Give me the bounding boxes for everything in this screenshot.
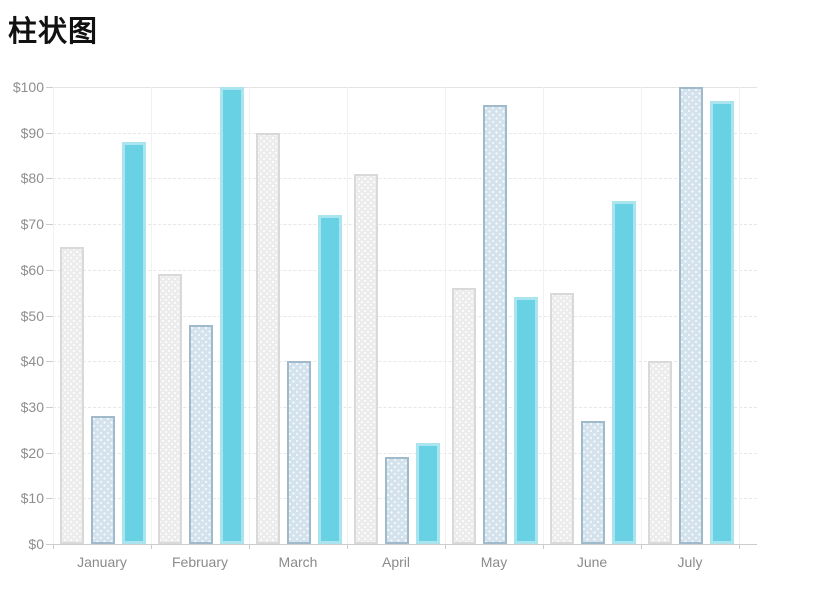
bar-june-series-3[interactable] <box>611 201 636 544</box>
y-tick-mark <box>46 224 53 226</box>
x-tick-mark <box>739 544 740 549</box>
x-axis-label-may: May <box>480 554 508 570</box>
x-tick-mark <box>151 544 152 549</box>
y-tick-label: $50 <box>20 307 44 324</box>
bar-january-series-3[interactable] <box>121 141 146 544</box>
y-gridline <box>53 269 757 271</box>
y-gridline <box>53 132 757 134</box>
bar-june-series-2[interactable] <box>580 420 605 544</box>
y-tick-label: $80 <box>20 170 44 187</box>
y-tick-mark <box>46 178 53 180</box>
bar-may-series-3[interactable] <box>513 297 538 544</box>
y-tick-mark <box>46 315 53 317</box>
y-tick-label: $0 <box>28 536 44 552</box>
bar-june-series-1[interactable] <box>549 292 574 544</box>
y-tick-mark <box>46 498 53 500</box>
y-tick-mark <box>46 544 53 545</box>
bar-january-series-1[interactable] <box>59 246 84 544</box>
x-axis-label-july: July <box>677 554 703 570</box>
y-tick-label: $100 <box>12 79 44 95</box>
bar-april-series-2[interactable] <box>384 457 409 544</box>
x-tick-mark <box>641 544 642 549</box>
y-tick-label: $70 <box>20 216 44 233</box>
y-gridline <box>53 452 757 454</box>
y-gridline <box>53 224 757 226</box>
bar-march-series-3[interactable] <box>317 214 342 544</box>
y-gridline <box>53 406 757 408</box>
bar-march-series-1[interactable] <box>255 132 280 544</box>
x-tick-mark <box>347 544 348 549</box>
bar-march-series-2[interactable] <box>286 361 311 544</box>
bar-february-series-3[interactable] <box>219 87 244 544</box>
bar-july-series-3[interactable] <box>709 100 734 544</box>
x-axis-label-february: February <box>171 554 229 570</box>
x-tick-mark <box>445 544 446 549</box>
y-tick-label: $40 <box>20 353 44 370</box>
chart-title: 柱状图 <box>8 14 99 48</box>
bar-july-series-1[interactable] <box>647 361 672 544</box>
y-tick-mark <box>46 132 53 134</box>
x-axis-label-june: June <box>576 554 608 570</box>
x-tick-mark <box>249 544 250 549</box>
bar-july-series-2[interactable] <box>678 87 703 544</box>
y-tick-mark <box>46 269 53 271</box>
x-gridline <box>151 87 152 544</box>
bar-may-series-1[interactable] <box>451 288 476 544</box>
x-gridline <box>543 87 544 544</box>
y-gridline <box>53 361 757 363</box>
x-gridline <box>347 87 348 544</box>
y-tick-mark <box>46 452 53 454</box>
y-tick-label: $10 <box>20 490 44 507</box>
y-tick-label: $60 <box>20 261 44 278</box>
y-gridline <box>53 87 757 88</box>
x-gridline <box>641 87 642 544</box>
x-axis-label-january: January <box>77 554 127 570</box>
bar-may-series-2[interactable] <box>482 105 507 544</box>
y-tick-mark <box>46 361 53 363</box>
x-axis-label-april: April <box>381 554 410 570</box>
y-gridline <box>53 178 757 180</box>
plot-area <box>53 87 757 545</box>
x-gridline <box>445 87 446 544</box>
x-tick-mark <box>53 544 54 549</box>
x-gridline <box>53 87 54 544</box>
x-axis-label-march: March <box>278 554 318 570</box>
bar-april-series-3[interactable] <box>415 443 440 544</box>
bar-february-series-1[interactable] <box>157 274 182 544</box>
y-tick-mark <box>46 406 53 408</box>
y-tick-label: $30 <box>20 398 44 415</box>
y-tick-label: $20 <box>20 444 44 461</box>
bar-february-series-2[interactable] <box>188 324 213 544</box>
x-tick-mark <box>543 544 544 549</box>
y-tick-label: $90 <box>20 124 44 141</box>
y-tick-mark <box>46 87 53 88</box>
bar-january-series-2[interactable] <box>90 416 115 544</box>
x-gridline <box>739 87 740 544</box>
x-gridline <box>249 87 250 544</box>
bar-april-series-1[interactable] <box>353 173 378 544</box>
y-gridline <box>53 315 757 317</box>
y-gridline <box>53 544 757 545</box>
